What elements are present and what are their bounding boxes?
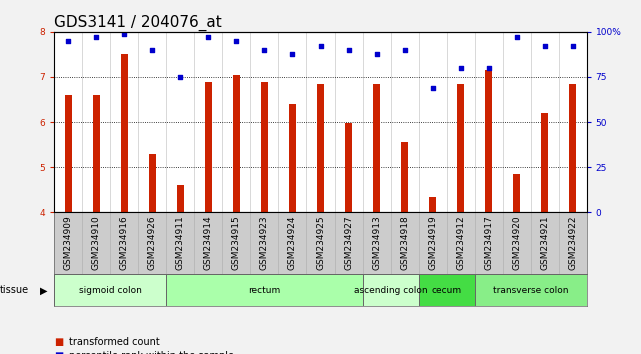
Bar xyxy=(419,274,474,306)
Bar xyxy=(54,274,167,306)
Bar xyxy=(93,95,100,212)
Point xyxy=(147,47,158,53)
Bar xyxy=(457,84,464,212)
Point xyxy=(399,47,410,53)
Point xyxy=(344,47,354,53)
Point xyxy=(371,51,381,56)
Text: rectum: rectum xyxy=(248,286,281,295)
Bar xyxy=(233,75,240,212)
Text: tissue: tissue xyxy=(0,285,29,295)
Text: transverse colon: transverse colon xyxy=(493,286,569,295)
Text: GSM234909: GSM234909 xyxy=(64,216,73,270)
Text: ▶: ▶ xyxy=(40,285,48,295)
Bar xyxy=(485,70,492,212)
Point xyxy=(231,38,242,44)
Point xyxy=(483,65,494,71)
Bar xyxy=(373,84,380,212)
Bar xyxy=(65,95,72,212)
Point xyxy=(539,44,549,49)
Bar xyxy=(317,84,324,212)
Point xyxy=(203,34,213,40)
Text: GSM234916: GSM234916 xyxy=(120,216,129,270)
Text: GSM234924: GSM234924 xyxy=(288,216,297,270)
Bar xyxy=(401,142,408,212)
Text: GDS3141 / 204076_at: GDS3141 / 204076_at xyxy=(54,14,222,30)
Point xyxy=(176,74,186,80)
Bar xyxy=(289,104,296,212)
Bar xyxy=(513,174,520,212)
Text: ■: ■ xyxy=(54,337,63,347)
Point xyxy=(287,51,297,56)
Point xyxy=(92,34,102,40)
Point xyxy=(119,31,129,36)
Text: GSM234925: GSM234925 xyxy=(316,216,325,270)
Text: GSM234922: GSM234922 xyxy=(568,216,577,270)
Point xyxy=(567,44,578,49)
Text: GSM234911: GSM234911 xyxy=(176,216,185,270)
Bar xyxy=(205,81,212,212)
Bar xyxy=(474,274,587,306)
Text: GSM234921: GSM234921 xyxy=(540,216,549,270)
Bar xyxy=(177,185,184,212)
Text: GSM234927: GSM234927 xyxy=(344,216,353,270)
Bar xyxy=(121,55,128,212)
Bar xyxy=(429,196,436,212)
Text: GSM234913: GSM234913 xyxy=(372,216,381,270)
Point xyxy=(63,38,74,44)
Text: GSM234910: GSM234910 xyxy=(92,216,101,270)
Bar xyxy=(345,123,352,212)
Text: GSM234914: GSM234914 xyxy=(204,216,213,270)
Bar xyxy=(149,154,156,212)
Point xyxy=(428,85,438,91)
Text: GSM234915: GSM234915 xyxy=(232,216,241,270)
Bar xyxy=(167,274,363,306)
Text: GSM234920: GSM234920 xyxy=(512,216,521,270)
Point xyxy=(315,44,326,49)
Text: percentile rank within the sample: percentile rank within the sample xyxy=(69,351,233,354)
Text: GSM234912: GSM234912 xyxy=(456,216,465,270)
Bar xyxy=(261,81,268,212)
Text: cecum: cecum xyxy=(431,286,462,295)
Text: GSM234923: GSM234923 xyxy=(260,216,269,270)
Point xyxy=(260,47,270,53)
Text: ■: ■ xyxy=(54,351,63,354)
Bar xyxy=(541,113,548,212)
Point xyxy=(455,65,465,71)
Text: GSM234919: GSM234919 xyxy=(428,216,437,270)
Text: GSM234917: GSM234917 xyxy=(484,216,493,270)
Text: ascending colon: ascending colon xyxy=(354,286,428,295)
Text: transformed count: transformed count xyxy=(69,337,160,347)
Text: GSM234918: GSM234918 xyxy=(400,216,409,270)
Bar xyxy=(363,274,419,306)
Text: sigmoid colon: sigmoid colon xyxy=(79,286,142,295)
Point xyxy=(512,34,522,40)
Text: GSM234926: GSM234926 xyxy=(148,216,157,270)
Bar xyxy=(569,84,576,212)
